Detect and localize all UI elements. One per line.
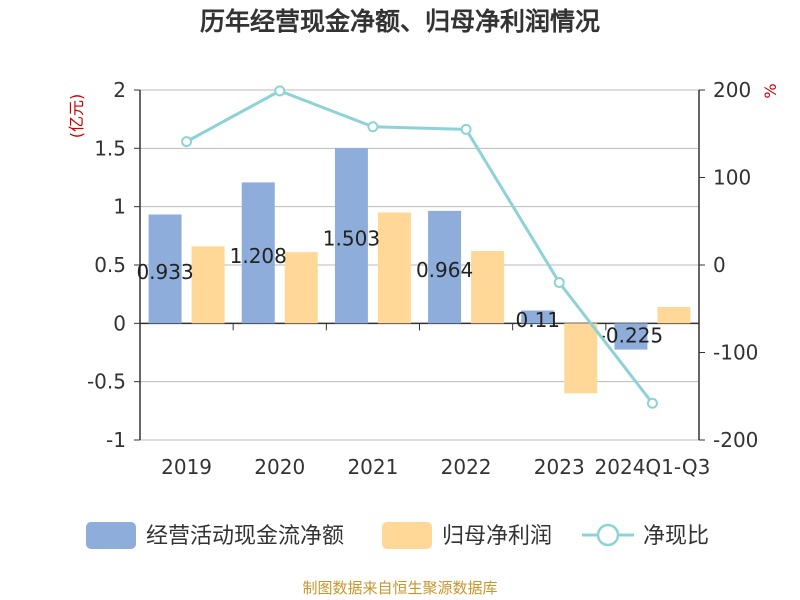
data-label: 0.11: [515, 308, 560, 332]
legend-marker: [596, 523, 620, 547]
bar-operating-cash-flow: [148, 214, 182, 324]
left-tick-label: 1: [113, 195, 126, 219]
left-axis-unit: (亿元): [67, 94, 86, 139]
data-label: 0.933: [136, 260, 193, 284]
bar-operating-cash-flow: [614, 323, 648, 350]
line-point: [367, 121, 379, 133]
left-tick-label: 0.5: [94, 253, 126, 277]
right-tick-label: 0: [713, 253, 726, 277]
line-point: [646, 397, 658, 409]
left-tick-label: 0: [113, 311, 126, 335]
right-tick-label: -100: [713, 341, 758, 365]
left-tick-label: 1.5: [94, 136, 126, 160]
bar-net-profit: [471, 251, 505, 324]
chart-title: 历年经营现金净额、归母净利润情况: [199, 7, 600, 36]
right-tick-label: -200: [713, 428, 758, 452]
data-label: 1.208: [230, 244, 287, 268]
bar-net-profit: [377, 212, 411, 324]
legend-swatch: [86, 522, 136, 549]
bar-operating-cash-flow: [521, 310, 555, 324]
bar-operating-cash-flow: [334, 147, 368, 324]
line-cash-ratio: [185, 89, 654, 405]
bar-operating-cash-flow: [428, 210, 462, 324]
left-tick-label: -1: [106, 428, 126, 452]
x-tick-label: 2020: [254, 455, 305, 479]
line-point: [460, 123, 472, 135]
line-point: [553, 277, 565, 288]
left-tick-label: 2: [113, 78, 126, 102]
legend-label: 归母净利润: [442, 524, 552, 549]
line-point: [274, 85, 286, 97]
legend-swatch: [382, 522, 432, 549]
data-label: 1.503: [323, 227, 380, 251]
bar-net-profit: [657, 307, 691, 324]
data-label: -0.225: [599, 323, 663, 347]
bar-operating-cash-flow: [241, 182, 275, 324]
right-tick-label: 200: [713, 78, 751, 102]
data-label: 0.964: [416, 258, 473, 282]
x-tick-label: 2022: [441, 455, 492, 479]
x-tick-label: 2024Q1-Q3: [595, 455, 711, 479]
line-point: [181, 136, 193, 148]
x-tick-label: 2021: [347, 455, 398, 479]
legend-label: 经营活动现金流净额: [146, 524, 344, 549]
x-tick-label: 2019: [161, 455, 212, 479]
bar-net-profit: [284, 252, 318, 324]
x-tick-label: 2023: [534, 455, 585, 479]
source-note: 制图数据来自恒生聚源数据库: [302, 579, 498, 597]
bar-net-profit: [191, 246, 225, 324]
right-tick-label: 100: [713, 166, 751, 190]
right-axis-unit: %: [761, 83, 780, 98]
left-tick-label: -0.5: [87, 370, 126, 394]
legend-label: 净现比: [643, 524, 709, 549]
bar-net-profit: [564, 323, 598, 394]
